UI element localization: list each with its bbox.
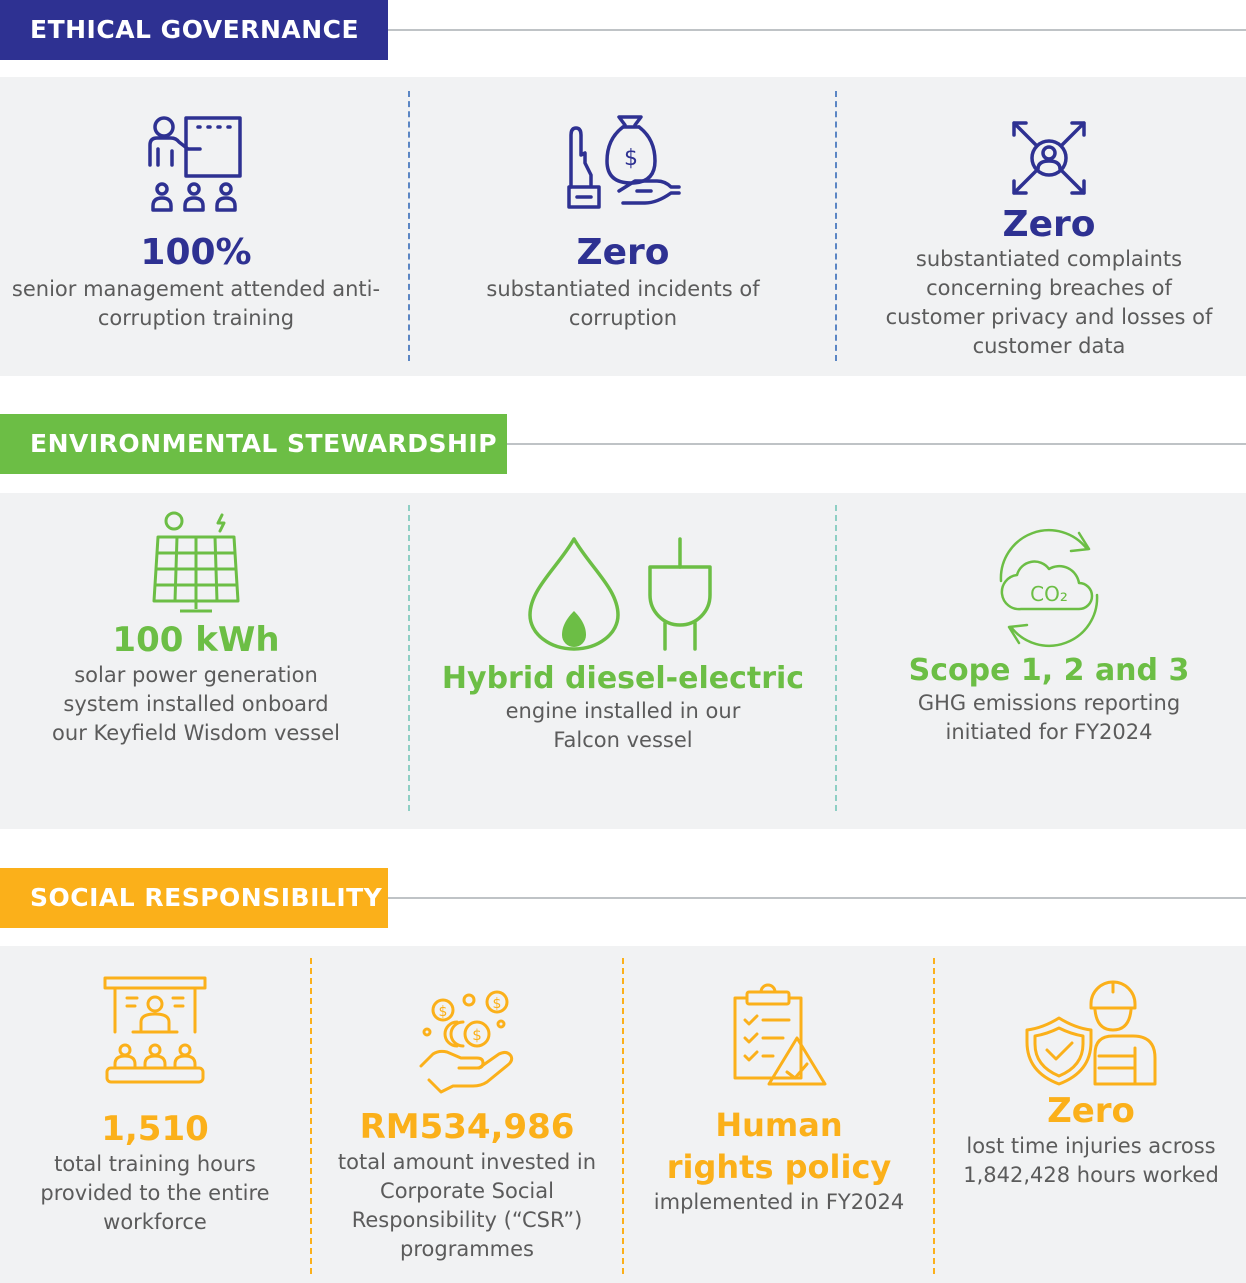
environment-stat-hybrid: Hybrid diesel-electric engine installed … <box>426 537 820 755</box>
social-stat-safety: Zero lost time injuries across 1,842,428… <box>936 980 1246 1190</box>
social-panel: 1,510 total training hours provided to t… <box>0 946 1246 1283</box>
governance-stat-value: Zero <box>576 232 670 273</box>
social-stat-human-rights: Human rights policy implemented in FY202… <box>624 982 934 1217</box>
solar-panel-icon <box>152 511 240 613</box>
social-stat-training: 1,510 total training hours provided to t… <box>0 976 310 1237</box>
environment-stat-value: 100 kWh <box>112 620 280 660</box>
governance-stat-value: Zero <box>1002 204 1096 245</box>
svg-text:$: $ <box>472 1026 482 1044</box>
social-divider <box>622 958 624 1274</box>
environment-stat-description: GHG emissions reporting initiated for FY… <box>917 691 1181 744</box>
classroom-training-icon <box>103 976 207 1084</box>
social-stat-description: implemented in FY2024 <box>653 1190 905 1214</box>
governance-stat-description: substantiated incidents of corruption <box>486 277 760 330</box>
svg-text:$: $ <box>624 146 638 171</box>
environment-stat-value: Scope 1, 2 and 3 <box>908 653 1190 688</box>
governance-rule <box>388 29 1246 31</box>
governance-divider <box>408 91 410 361</box>
social-stat-description: lost time injuries across 1,842,428 hour… <box>963 1134 1219 1187</box>
environment-stat-value: Hybrid diesel-electric <box>441 661 805 696</box>
social-stat-csr: $ $ $ RM534,986 total amount invested in… <box>312 988 622 1264</box>
social-stat-value: RM534,986 <box>359 1107 575 1147</box>
governance-stat-description: senior management attended anti-corrupti… <box>11 277 381 330</box>
presentation-training-icon <box>148 116 242 212</box>
environment-stat-description: solar power generation system installed … <box>52 663 340 745</box>
environment-stat-ghg: CO₂ Scope 1, 2 and 3 GHG emissions repor… <box>852 527 1246 747</box>
social-divider <box>933 958 935 1274</box>
social-rule <box>388 897 1246 899</box>
governance-panel: 100% senior management attended anti-cor… <box>0 77 1246 376</box>
environment-header: ENVIRONMENTAL STEWARDSHIP <box>0 414 507 474</box>
social-stat-value: 1,510 <box>101 1109 209 1149</box>
co2-cloud-cycle-icon: CO₂ <box>999 528 1099 648</box>
fuel-drop-and-plug-icon <box>528 537 712 651</box>
social-header: SOCIAL RESPONSIBILITY <box>0 868 388 928</box>
social-divider <box>310 958 312 1274</box>
worker-safety-shield-icon <box>1025 980 1157 1086</box>
governance-stat-corruption: $ Zero substantiated incidents of corrup… <box>426 113 820 333</box>
environment-title: ENVIRONMENTAL STEWARDSHIP <box>30 429 498 458</box>
governance-stat-privacy: Zero substantiated complaints concerning… <box>852 113 1246 361</box>
social-stat-description: total training hours provided to the ent… <box>40 1152 270 1234</box>
governance-header: ETHICAL GOVERNANCE <box>0 0 388 60</box>
hand-with-coins-icon: $ $ $ <box>419 990 514 1094</box>
anti-bribery-hand-money-bag-icon: $ <box>567 115 681 209</box>
governance-stat-description: substantiated complaints concerning brea… <box>885 247 1213 358</box>
social-stat-description: total amount invested in Corporate Socia… <box>337 1150 597 1261</box>
svg-text:$: $ <box>493 996 502 1012</box>
social-title: SOCIAL RESPONSIBILITY <box>30 883 383 912</box>
environment-stat-description: engine installed in our Falcon vessel <box>505 699 741 752</box>
customer-privacy-user-arrows-icon <box>1012 121 1086 195</box>
governance-title: ETHICAL GOVERNANCE <box>30 15 360 44</box>
environment-stat-solar: 100 kWh solar power generation system in… <box>0 511 392 748</box>
clipboard-warning-icon <box>733 983 827 1086</box>
governance-divider <box>835 91 837 361</box>
co2-icon-label: CO₂ <box>1030 582 1068 606</box>
governance-stat-training: 100% senior management attended anti-cor… <box>0 113 392 333</box>
social-stat-value: Zero <box>1047 1091 1135 1131</box>
environment-divider <box>408 505 410 811</box>
svg-text:$: $ <box>439 1004 448 1020</box>
environment-panel: 100 kWh solar power generation system in… <box>0 493 1246 829</box>
social-stat-value: Human rights policy <box>666 1106 892 1186</box>
environment-divider <box>835 505 837 811</box>
environment-rule <box>507 443 1246 445</box>
governance-stat-value: 100% <box>140 232 252 273</box>
